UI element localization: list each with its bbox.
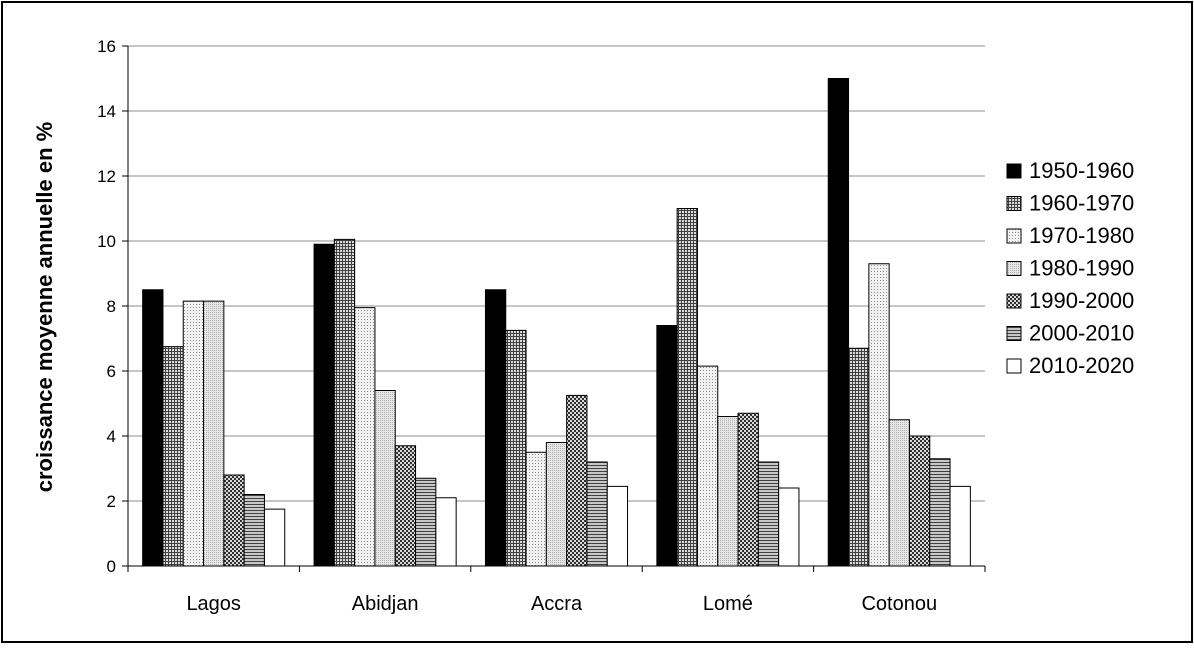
bar (374, 390, 396, 567)
bar (778, 487, 800, 567)
y-tick-label: 0 (107, 557, 116, 576)
bar (737, 412, 759, 567)
legend-swatch (1006, 261, 1022, 276)
bar (354, 307, 376, 567)
bar (333, 238, 356, 567)
y-axis-label: croissance moyenne annuelle en % (32, 122, 57, 492)
bar (505, 329, 527, 567)
x-tick-label: Lagos (186, 593, 241, 615)
bar (717, 416, 739, 567)
bar (415, 477, 437, 567)
x-tick-label: Lomé (703, 593, 753, 615)
y-tick-label: 14 (97, 102, 116, 121)
y-tick-labels: 0 2 4 6 8 10 12 14 16 (97, 37, 116, 576)
bar (313, 243, 335, 567)
bar (525, 451, 547, 567)
bar (484, 289, 507, 567)
legend-label: 1990-2000 (1029, 288, 1134, 313)
bar (848, 347, 870, 567)
y-tick-label: 12 (97, 167, 116, 186)
bar (162, 346, 184, 567)
bar (656, 325, 678, 567)
legend-swatch (1006, 326, 1022, 341)
bar (757, 461, 780, 567)
bar (868, 263, 890, 567)
bar (263, 508, 286, 567)
legend-swatch (1006, 196, 1022, 211)
bar (888, 419, 910, 567)
bar (223, 474, 245, 567)
bar (929, 458, 951, 567)
legend-label: 2000-2010 (1029, 321, 1134, 346)
bar (435, 497, 457, 567)
bar (394, 445, 417, 567)
bar (545, 442, 568, 567)
y-tick-label: 10 (97, 232, 116, 251)
bar (142, 289, 164, 567)
axes (122, 45, 986, 572)
bar (182, 300, 205, 567)
bars (142, 78, 971, 567)
x-tick-label: Accra (531, 593, 583, 615)
bar (676, 208, 698, 567)
bar (586, 461, 608, 567)
legend-label: 1960-1970 (1029, 191, 1134, 216)
bar (696, 365, 719, 567)
y-tick-label: 2 (107, 492, 116, 511)
legend-swatch (1006, 163, 1022, 179)
x-tick-label: Abidjan (352, 593, 419, 615)
y-tick-label: 8 (107, 297, 116, 316)
bar (203, 300, 225, 567)
legend-label: 1970-1980 (1029, 223, 1134, 248)
y-tick-label: 16 (97, 37, 116, 56)
legend-label: 1950-1960 (1029, 158, 1134, 183)
legend-label: 2010-2020 (1029, 353, 1134, 378)
bar (566, 394, 588, 567)
x-tick-label: Cotonou (861, 593, 937, 615)
x-tick-labels: Lagos Abidjan Accra Lomé Cotonou (186, 593, 937, 615)
legend: 1950-1960 1960-1970 1970-1980 1980-1990 1990… (1006, 158, 1134, 378)
y-tick-label: 4 (107, 427, 116, 446)
y-tick-label: 6 (107, 362, 116, 381)
bar (243, 494, 265, 567)
legend-swatch (1006, 358, 1022, 374)
legend-swatch (1006, 228, 1022, 244)
bar (606, 485, 629, 567)
bar (908, 435, 931, 567)
bar (827, 78, 850, 567)
bar (949, 485, 971, 567)
legend-label: 1980-1990 (1029, 256, 1134, 281)
legend-swatch (1006, 293, 1022, 309)
